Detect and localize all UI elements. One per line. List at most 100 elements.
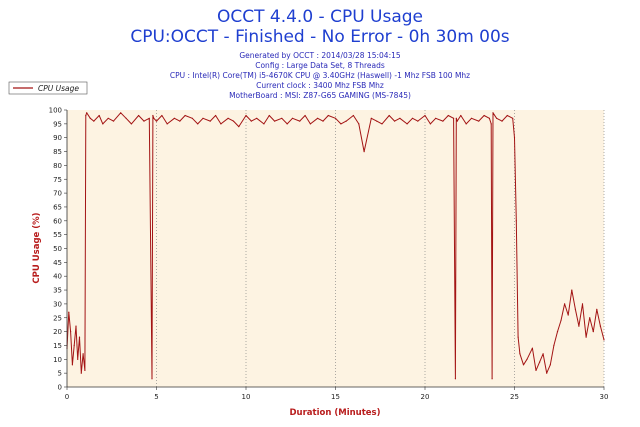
- y-tick-label: 15: [53, 342, 62, 350]
- y-tick-label: 5: [58, 370, 62, 378]
- data-point: [155, 120, 158, 122]
- data-point: [370, 117, 372, 119]
- data-point: [442, 120, 444, 122]
- info-clock: Current clock : 3400 Mhz FSB Mhz: [256, 81, 384, 90]
- y-tick-label: 20: [53, 328, 62, 336]
- info-block: Generated by OCCT : 2014/03/28 15:04:15 …: [170, 51, 470, 100]
- data-point: [179, 120, 181, 122]
- data-point: [107, 117, 109, 119]
- data-point: [151, 378, 153, 380]
- data-point: [454, 378, 456, 380]
- data-point: [98, 114, 100, 117]
- data-point: [77, 358, 79, 360]
- data-point: [263, 123, 265, 125]
- data-point: [120, 112, 122, 114]
- data-point: [519, 353, 521, 355]
- data-point: [571, 289, 573, 291]
- data-point: [227, 117, 229, 119]
- data-point: [501, 120, 503, 122]
- data-point: [358, 123, 360, 125]
- series-layer: [66, 112, 605, 380]
- data-point: [166, 123, 168, 125]
- chart-subtitle: CPU:OCCT - Finished - No Error - 0h 30m …: [130, 27, 509, 47]
- data-point: [148, 117, 150, 119]
- data-point: [245, 114, 247, 117]
- data-point: [73, 344, 75, 346]
- data-point: [281, 117, 283, 119]
- data-point: [589, 317, 591, 319]
- data-point: [102, 123, 104, 125]
- data-point: [238, 126, 240, 128]
- info-cpu: CPU : Intel(R) Core(TM) i5-4670K CPU @ 3…: [170, 71, 470, 80]
- data-point: [417, 120, 419, 122]
- data-point: [220, 123, 222, 125]
- data-point: [286, 123, 288, 125]
- data-point: [539, 361, 541, 363]
- y-tick-label: 80: [53, 162, 62, 170]
- data-point: [488, 117, 490, 119]
- data-point: [483, 114, 485, 117]
- chart-title: OCCT 4.4.0 - CPU Usage: [217, 7, 423, 27]
- data-point: [517, 336, 519, 338]
- x-tick-label: 15: [331, 393, 340, 401]
- data-point: [153, 117, 155, 119]
- data-point: [327, 114, 329, 117]
- data-point: [363, 151, 365, 153]
- data-point: [455, 117, 457, 119]
- y-tick-label: 40: [53, 273, 62, 281]
- data-point: [130, 123, 132, 125]
- data-point: [578, 325, 580, 327]
- data-point: [191, 117, 193, 119]
- data-point: [522, 364, 525, 366]
- data-point: [496, 117, 498, 119]
- y-tick-label: 100: [49, 107, 62, 115]
- data-point: [86, 112, 88, 114]
- data-point: [352, 114, 354, 117]
- info-generated: Generated by OCCT : 2014/03/28 15:04:15: [239, 51, 401, 60]
- data-point: [470, 117, 473, 119]
- data-point: [345, 120, 347, 122]
- data-point: [138, 114, 140, 117]
- data-point: [304, 114, 306, 117]
- data-point: [161, 114, 163, 117]
- data-point: [80, 372, 82, 374]
- data-point: [250, 120, 252, 122]
- data-point: [75, 325, 77, 327]
- data-point: [209, 120, 211, 122]
- data-point: [411, 117, 414, 119]
- y-tick-label: 35: [53, 287, 62, 295]
- y-tick-label: 95: [53, 120, 62, 128]
- data-point: [202, 117, 204, 119]
- data-point: [334, 117, 337, 119]
- data-point: [553, 344, 555, 346]
- data-point: [447, 114, 449, 117]
- info-config: Config : Large Data Set, 8 Threads: [255, 61, 385, 70]
- grid: [156, 110, 605, 387]
- info-motherboard: MotherBoard : MSI: Z87-G65 GAMING (MS-78…: [229, 91, 411, 100]
- y-tick-label: 55: [53, 231, 62, 239]
- x-tick-label: 30: [600, 393, 609, 401]
- y-tick-label: 60: [53, 217, 62, 225]
- data-point: [291, 117, 294, 119]
- data-point: [531, 347, 534, 349]
- data-point: [152, 114, 154, 117]
- data-point: [143, 120, 145, 122]
- data-point: [197, 123, 199, 125]
- data-point: [299, 120, 301, 122]
- data-point: [93, 120, 95, 122]
- data-point: [388, 114, 390, 117]
- data-point: [542, 353, 544, 355]
- data-point: [82, 353, 84, 355]
- data-point: [567, 314, 569, 316]
- data-point: [406, 123, 408, 125]
- data-point: [603, 339, 605, 341]
- y-tick-label: 70: [53, 190, 62, 198]
- data-point: [549, 364, 551, 366]
- data-point: [399, 117, 401, 119]
- data-point: [560, 319, 562, 322]
- y-tick-label: 10: [53, 356, 62, 364]
- data-point: [317, 117, 319, 119]
- data-point: [84, 369, 86, 371]
- x-tick-label: 5: [154, 393, 158, 401]
